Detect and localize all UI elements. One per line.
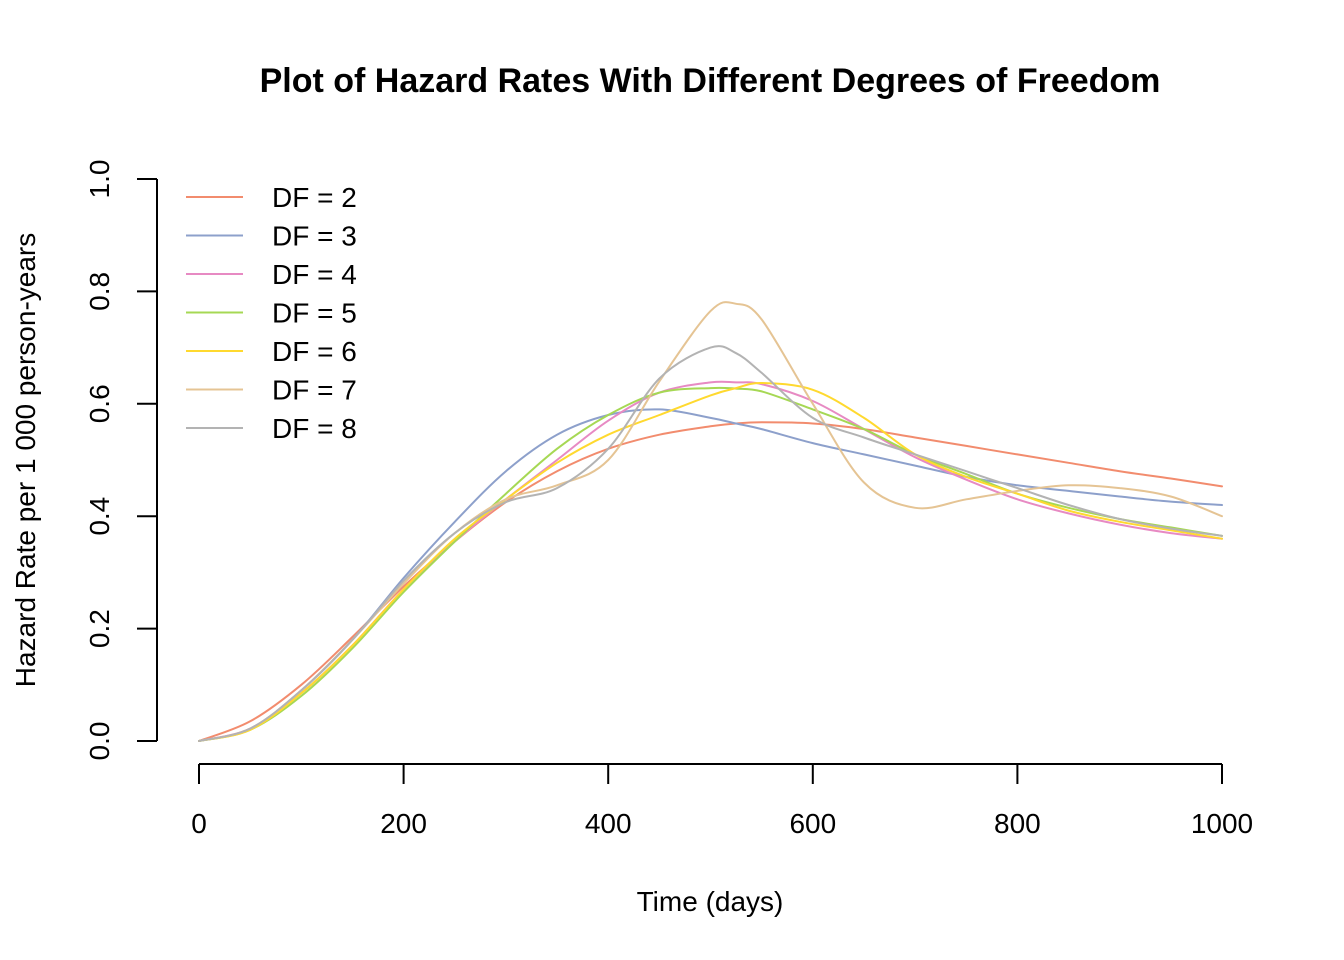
x-axis: 0 200 400 600 800 1000 [191, 763, 1253, 839]
chart-title: Plot of Hazard Rates With Different Degr… [260, 62, 1161, 100]
y-axis: 0.0 0.2 0.4 0.6 0.8 1.0 [84, 160, 158, 761]
x-tick-label: 800 [994, 808, 1041, 839]
legend-label: DF = 4 [272, 259, 357, 290]
y-tick-label: 0.2 [84, 609, 115, 648]
series-layer [198, 301, 1223, 742]
legend-label: DF = 5 [272, 298, 357, 329]
x-tick-label: 400 [585, 808, 632, 839]
series-line [198, 301, 1223, 742]
x-axis-label: Time (days) [637, 886, 784, 917]
y-tick-label: 0.6 [84, 384, 115, 423]
legend: DF = 2 DF = 3 DF = 4 DF = 5 DF = 6 DF = 7 DF =… [186, 182, 357, 444]
y-axis-label: Hazard Rate per 1 000 person-years [10, 233, 41, 687]
x-tick-label: 200 [380, 808, 427, 839]
x-tick-label: 1000 [1191, 808, 1253, 839]
legend-label: DF = 7 [272, 375, 357, 406]
series-line [198, 421, 1223, 742]
legend-label: DF = 3 [272, 221, 357, 252]
legend-label: DF = 8 [272, 413, 357, 444]
series-line [198, 381, 1223, 742]
y-tick-label: 1.0 [84, 160, 115, 199]
legend-label: DF = 2 [272, 182, 357, 213]
y-tick-label: 0.0 [84, 722, 115, 761]
y-tick-label: 0.4 [84, 497, 115, 536]
x-tick-label: 600 [789, 808, 836, 839]
legend-label: DF = 6 [272, 336, 357, 367]
series-line [198, 408, 1223, 742]
y-tick-label: 0.8 [84, 272, 115, 311]
x-tick-label: 0 [191, 808, 207, 839]
series-line [198, 345, 1223, 742]
